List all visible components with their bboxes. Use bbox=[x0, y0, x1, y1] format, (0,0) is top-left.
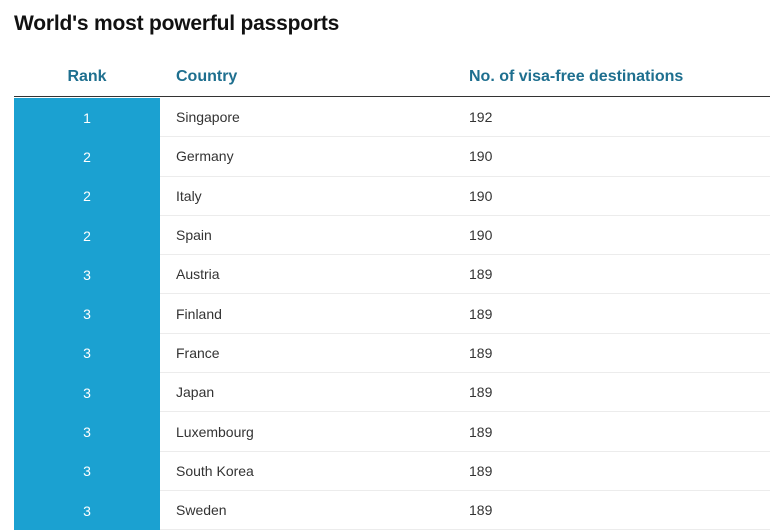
table-row: 2 Italy 190 bbox=[14, 176, 770, 216]
column-header-rank: Rank bbox=[67, 68, 107, 85]
rank-cell: 3 bbox=[14, 255, 160, 295]
rank-cell: 3 bbox=[14, 294, 160, 334]
country-cell: Italy bbox=[176, 187, 202, 204]
table-row: 3 Finland 189 bbox=[14, 294, 770, 334]
rank-cell: 2 bbox=[14, 176, 160, 216]
country-cell: Finland bbox=[176, 305, 222, 322]
visa-free-cell: 189 bbox=[469, 384, 493, 401]
country-cell: Austria bbox=[176, 266, 220, 283]
table-row: 2 Spain 190 bbox=[14, 215, 770, 256]
visa-free-cell: 189 bbox=[469, 344, 493, 361]
visa-free-cell: 190 bbox=[469, 227, 493, 244]
column-header-visa-free: No. of visa-free destinations bbox=[469, 68, 684, 85]
rank-cell: 3 bbox=[14, 333, 160, 374]
rank-cell: 3 bbox=[14, 412, 160, 452]
visa-free-cell: 189 bbox=[469, 502, 493, 519]
rank-cell: 2 bbox=[14, 215, 160, 256]
country-cell: Spain bbox=[176, 227, 212, 244]
table-header: Rank Country No. of visa-free destinatio… bbox=[14, 62, 770, 97]
table-row: 3 Sweden 189 bbox=[14, 490, 770, 531]
rank-cell: 2 bbox=[14, 137, 160, 177]
visa-free-cell: 190 bbox=[469, 187, 493, 204]
country-cell: France bbox=[176, 344, 220, 361]
visa-free-cell: 189 bbox=[469, 423, 493, 440]
table-row: 3 South Korea 189 bbox=[14, 451, 770, 491]
table-body: 1 Singapore 192 2 Germany 190 2 Italy 19… bbox=[14, 98, 770, 531]
table-row: 3 Austria 189 bbox=[14, 255, 770, 295]
country-cell: Singapore bbox=[176, 109, 240, 126]
table-row: 3 France 189 bbox=[14, 333, 770, 374]
page-title: World's most powerful passports bbox=[14, 12, 340, 35]
visa-free-cell: 192 bbox=[469, 109, 493, 126]
visa-free-cell: 190 bbox=[469, 148, 493, 165]
rank-cell: 1 bbox=[14, 98, 160, 138]
rank-cell: 3 bbox=[14, 373, 160, 413]
table-row: 3 Luxembourg 189 bbox=[14, 412, 770, 452]
visa-free-cell: 189 bbox=[469, 266, 493, 283]
table-row: 3 Japan 189 bbox=[14, 373, 770, 413]
country-cell: Japan bbox=[176, 384, 215, 401]
visa-free-cell: 189 bbox=[469, 305, 493, 322]
table-row: 2 Germany 190 bbox=[14, 137, 770, 177]
rank-cell: 3 bbox=[14, 490, 160, 531]
table-row: 1 Singapore 192 bbox=[14, 98, 770, 138]
country-cell: South Korea bbox=[176, 462, 254, 479]
country-cell: Luxembourg bbox=[176, 423, 254, 440]
country-cell: Germany bbox=[176, 148, 234, 165]
visa-free-cell: 189 bbox=[469, 462, 493, 479]
column-header-country: Country bbox=[176, 68, 238, 85]
country-cell: Sweden bbox=[176, 502, 227, 519]
rank-cell: 3 bbox=[14, 451, 160, 491]
